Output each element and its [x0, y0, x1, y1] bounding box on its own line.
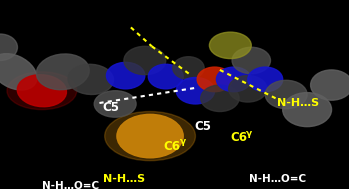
Text: C5: C5 [103, 101, 119, 114]
Ellipse shape [248, 67, 283, 92]
Ellipse shape [68, 64, 113, 94]
Ellipse shape [229, 76, 267, 102]
Ellipse shape [36, 54, 89, 90]
Circle shape [105, 112, 195, 161]
Text: N-H…S: N-H…S [103, 174, 145, 184]
Ellipse shape [106, 62, 145, 89]
Ellipse shape [17, 75, 66, 107]
Ellipse shape [0, 34, 17, 60]
Ellipse shape [216, 67, 251, 92]
Ellipse shape [176, 77, 215, 104]
Ellipse shape [283, 93, 332, 127]
Text: γ: γ [180, 137, 186, 146]
Ellipse shape [311, 70, 349, 100]
Text: C5: C5 [195, 120, 212, 133]
Text: γ: γ [246, 129, 252, 138]
Ellipse shape [265, 80, 307, 109]
Ellipse shape [197, 67, 232, 92]
Ellipse shape [201, 85, 239, 112]
Ellipse shape [0, 54, 37, 90]
Ellipse shape [232, 47, 270, 74]
Ellipse shape [124, 46, 166, 75]
Ellipse shape [117, 114, 183, 158]
Ellipse shape [148, 64, 183, 89]
Text: N-H…O=C: N-H…O=C [42, 181, 99, 189]
Ellipse shape [94, 91, 136, 117]
Circle shape [7, 72, 77, 110]
Ellipse shape [209, 32, 251, 59]
Ellipse shape [173, 57, 204, 79]
Text: C6: C6 [230, 131, 247, 144]
Text: N-H…S: N-H…S [277, 98, 320, 108]
Text: N-H…O=C: N-H…O=C [249, 174, 306, 184]
Text: C6: C6 [163, 140, 180, 153]
